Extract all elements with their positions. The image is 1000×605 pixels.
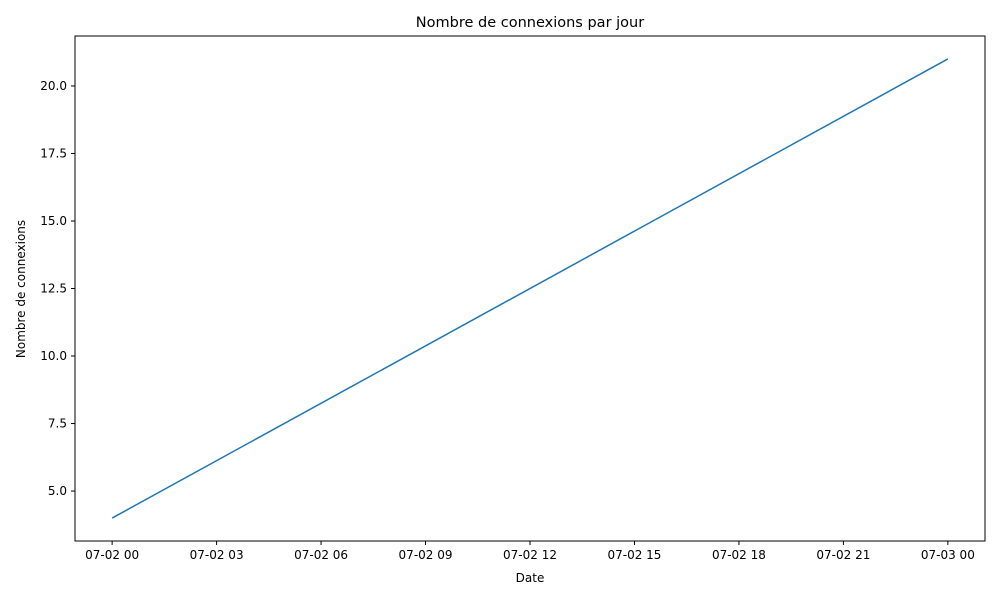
x-tick-label: 07-02 12	[503, 548, 557, 562]
y-tick-label: 7.5	[48, 417, 67, 431]
x-tick-label: 07-02 03	[190, 548, 244, 562]
x-axis-label: Date	[516, 571, 545, 585]
y-tick-label: 20.0	[40, 79, 67, 93]
x-tick-label: 07-02 00	[85, 548, 139, 562]
x-tick-label: 07-03 00	[921, 548, 975, 562]
y-tick-label: 12.5	[40, 282, 67, 296]
y-axis-label: Nombre de connexions	[14, 220, 28, 358]
plot-frame	[74, 35, 986, 542]
y-tick-label: 15.0	[40, 214, 67, 228]
x-tick-label: 07-02 15	[607, 548, 661, 562]
plot-area	[111, 58, 949, 519]
x-tick-label: 07-02 06	[294, 548, 348, 562]
chart-title: Nombre de connexions par jour	[416, 15, 644, 31]
x-tick-label: 07-02 09	[399, 548, 453, 562]
x-tick-label: 07-02 18	[712, 548, 766, 562]
x-tick-label: 07-02 21	[816, 548, 870, 562]
tick-layer: 07-02 00 07-02 03 07-02 06 07-02 09 07-02 12…	[40, 79, 975, 562]
y-tick-label: 17.5	[40, 146, 67, 160]
y-tick-label: 10.0	[40, 349, 67, 363]
y-tick-label: 5.0	[48, 484, 67, 498]
series-line	[111, 58, 949, 519]
